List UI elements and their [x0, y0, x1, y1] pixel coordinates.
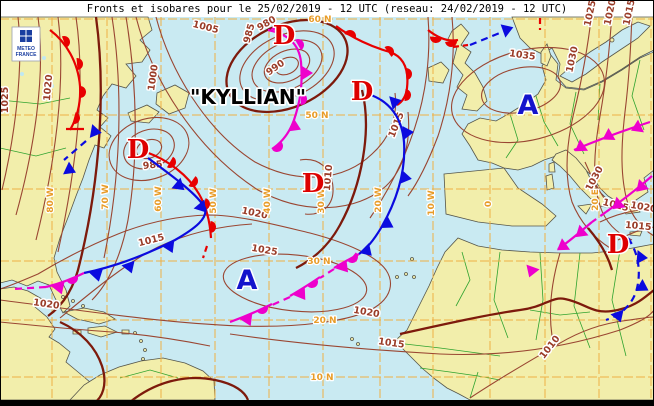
- antilles-island: [143, 348, 147, 352]
- occluded-front-mediterranean: [552, 175, 653, 257]
- canary-island: [412, 275, 416, 279]
- bottom-bar: [0, 400, 654, 406]
- sicily: [577, 203, 593, 215]
- isobar-label: 985: [142, 159, 163, 172]
- lake: [20, 72, 24, 76]
- north-america: [0, 16, 153, 314]
- isobar-label: 1020: [32, 297, 60, 312]
- longitude-label: 20 W: [374, 187, 384, 213]
- canary-island: [404, 272, 408, 276]
- corsica: [548, 161, 556, 173]
- gotland: [609, 37, 615, 43]
- longitude-label: 10 W: [427, 190, 437, 216]
- latitude-label: 50 N: [305, 111, 328, 121]
- south-america: [69, 357, 216, 401]
- denmark: [540, 43, 552, 67]
- latitude-label: 20 N: [313, 316, 336, 326]
- low-center-label: D: [273, 21, 296, 51]
- lake: [42, 56, 46, 60]
- storm-name-label: "KYLLIAN": [190, 85, 306, 109]
- cape-verde-island: [356, 342, 360, 346]
- graticule-labels: 60 N 50 N 30 N 20 N 10 N 80 W 70 W 60 W …: [45, 14, 603, 385]
- occluded-front-se-europe: [570, 119, 651, 158]
- low-center-label: D: [127, 135, 150, 165]
- fronts: [13, 18, 653, 329]
- occluded-front-subtropical: [229, 252, 361, 329]
- cold-front-ne-africa: [605, 237, 653, 325]
- latitude-label: 30 N: [307, 257, 330, 267]
- latitude-label: 60 N: [308, 15, 331, 25]
- canary-island: [395, 275, 399, 279]
- sardinia: [545, 173, 555, 191]
- longitude-label: 40 W: [263, 188, 273, 214]
- longitude-label: 50 W: [209, 188, 219, 214]
- isobar-label: 1010: [322, 164, 335, 192]
- warm-front-scotland: [427, 18, 542, 49]
- longitude-label: 30 W: [317, 188, 327, 214]
- country-borders: [0, 59, 645, 399]
- logo: METEO FRANCE: [11, 26, 41, 62]
- low-center-label: D: [607, 230, 630, 260]
- low-center-label: D: [302, 169, 325, 199]
- bahamas-island: [61, 295, 65, 299]
- cold-front-newfoundland: [83, 157, 212, 284]
- longitude-label: 70 W: [101, 184, 111, 210]
- bahamas-island: [81, 304, 85, 308]
- title-bar-bg: [0, 0, 654, 17]
- longitude-label: 20 E: [591, 189, 601, 211]
- longitude-label: 60 W: [154, 186, 164, 212]
- isobar-label: 1015: [377, 336, 405, 351]
- longitude-label: 80 W: [46, 187, 56, 213]
- pressure-centers: A A D D D D D "KYLLIAN": [125, 20, 631, 298]
- longitude-label: 0: [484, 201, 494, 207]
- newfoundland: [155, 84, 190, 115]
- iberia: [443, 167, 557, 227]
- isobar-label: 1025: [0, 87, 11, 113]
- antilles-island: [139, 339, 143, 343]
- isobar-label: 1000: [146, 63, 161, 91]
- bahamas-island: [71, 299, 75, 303]
- antilles-island: [141, 357, 145, 361]
- title-bar-text: Fronts et isobares pour le 25/02/2019 - …: [87, 3, 567, 15]
- warm-front-labrador: [49, 29, 104, 179]
- occluded-front-florida: [13, 272, 85, 297]
- cold-front-kyllian: [358, 92, 415, 261]
- isobar-label: 1015: [625, 220, 652, 233]
- occluded-front-kyllian: [267, 23, 313, 155]
- warm-front-newfoundland: [145, 150, 217, 259]
- graticule: [0, 17, 654, 400]
- isobar-label: 1035: [508, 48, 536, 63]
- logo-line2: FRANCE: [16, 52, 37, 58]
- isobar-label: 1020: [42, 74, 55, 102]
- high-center-label: A: [518, 90, 539, 121]
- isobar-label: 1025: [582, 0, 598, 28]
- high-center-label: A: [237, 265, 258, 296]
- warm-front-kyllian: [335, 25, 413, 106]
- baltic-sea: [559, 21, 651, 83]
- logo-line1: METEO: [17, 46, 35, 52]
- latitude-label: 10 N: [310, 373, 333, 383]
- low-center-label: D: [351, 77, 374, 107]
- madeira: [410, 257, 414, 261]
- cape-verde-island: [350, 337, 354, 341]
- africa: [396, 237, 654, 401]
